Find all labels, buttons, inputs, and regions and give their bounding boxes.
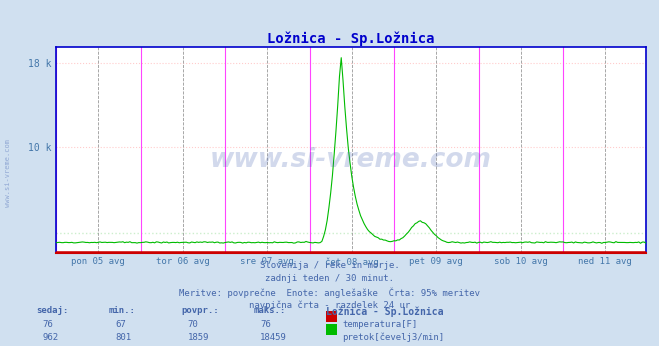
- Text: 801: 801: [115, 333, 131, 342]
- Text: 70: 70: [188, 320, 198, 329]
- Text: povpr.:: povpr.:: [181, 306, 219, 315]
- Text: 962: 962: [43, 333, 59, 342]
- Text: sedaj:: sedaj:: [36, 306, 69, 315]
- Text: 76: 76: [43, 320, 53, 329]
- Text: Meritve: povprečne  Enote: anglešaške  Črta: 95% meritev: Meritve: povprečne Enote: anglešaške Črt…: [179, 288, 480, 298]
- Text: Ložnica - Sp.Ložnica: Ložnica - Sp.Ložnica: [326, 306, 444, 317]
- Text: www.si-vreme.com: www.si-vreme.com: [5, 139, 11, 207]
- Text: navpična črta - razdelek 24 ur: navpična črta - razdelek 24 ur: [249, 301, 410, 310]
- Text: temperatura[F]: temperatura[F]: [342, 320, 417, 329]
- Text: 1859: 1859: [188, 333, 210, 342]
- Text: Slovenija / reke in morje.: Slovenija / reke in morje.: [260, 261, 399, 270]
- Title: Ložnica - Sp.Ložnica: Ložnica - Sp.Ložnica: [267, 31, 435, 46]
- Text: 67: 67: [115, 320, 126, 329]
- Text: 18459: 18459: [260, 333, 287, 342]
- Text: zadnji teden / 30 minut.: zadnji teden / 30 minut.: [265, 274, 394, 283]
- Text: www.si-vreme.com: www.si-vreme.com: [210, 147, 492, 173]
- Text: maks.:: maks.:: [254, 306, 286, 315]
- Text: pretok[čevelj3/min]: pretok[čevelj3/min]: [342, 333, 444, 342]
- Text: min.:: min.:: [109, 306, 136, 315]
- Text: 76: 76: [260, 320, 271, 329]
